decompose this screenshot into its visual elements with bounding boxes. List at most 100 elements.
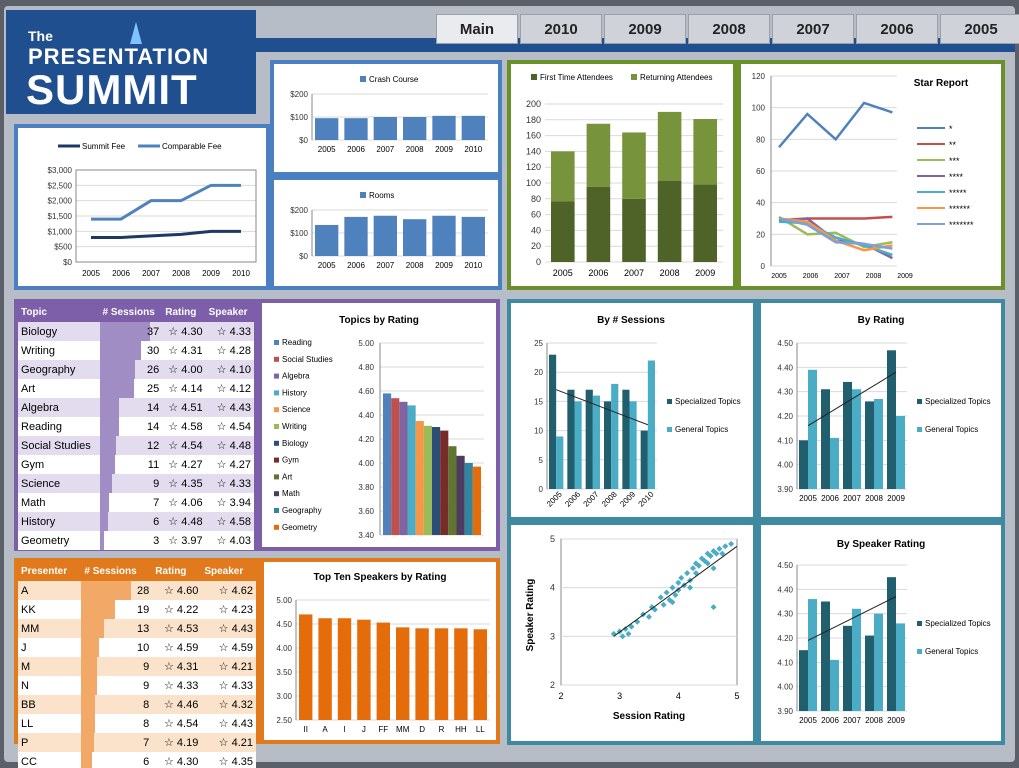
legend-label: *** xyxy=(949,156,960,166)
byspk-specialized-bar xyxy=(887,577,896,711)
bysess-ytick: 10 xyxy=(534,427,543,436)
speaker-bar xyxy=(434,628,449,720)
tab-2005[interactable]: 2005 xyxy=(940,14,1019,44)
tab-main[interactable]: Main xyxy=(436,14,518,44)
crash-xtick: 2008 xyxy=(406,145,424,154)
top-ytick: 5.00 xyxy=(276,596,292,605)
scatter-point xyxy=(722,543,729,550)
legend-swatch xyxy=(274,508,279,513)
tab-2006[interactable]: 2006 xyxy=(856,14,938,44)
table-cell: M xyxy=(21,660,31,673)
byrate-specialized-bar xyxy=(887,350,896,489)
crash-xtick: 2007 xyxy=(376,145,394,154)
table-cell: 13 xyxy=(81,619,153,638)
scatter-point xyxy=(716,545,723,552)
topic-bar xyxy=(391,398,400,535)
table-cell: ☆ 4.27 xyxy=(168,459,203,471)
star-xtick: 2009 xyxy=(897,273,913,280)
bysess-general-bar xyxy=(574,401,582,489)
byspk-ytick: 4.00 xyxy=(777,683,793,692)
att-xtick: 2007 xyxy=(624,268,644,278)
table-cell: ☆ 4.30 xyxy=(168,326,203,338)
scatter-point xyxy=(704,560,711,567)
scatter-point xyxy=(692,570,699,577)
topics-by-rating-chart: Topics by Rating 5.00 4.80 4.60 4.40 4.20 4.00… xyxy=(274,315,484,540)
legend-label: Social Studies xyxy=(282,355,333,364)
speaker-bar xyxy=(337,618,352,720)
bysess-specialized-bar xyxy=(567,389,575,489)
scatter-xtick: 2 xyxy=(558,691,563,701)
table-header: Topic # Sessions Rating Speaker xyxy=(18,303,254,322)
legend-label: Reading xyxy=(282,338,312,347)
rooms-xtick: 2007 xyxy=(376,261,394,270)
legend-swatch xyxy=(274,407,279,413)
star-xtick: 2005 xyxy=(771,273,787,280)
table-row: Geography 26 ☆ 4.00 ☆ 4.10 xyxy=(18,360,254,379)
legend-label: ****** xyxy=(949,204,971,214)
topics-ytick: 4.40 xyxy=(358,411,374,420)
fees-ytick: $2,500 xyxy=(48,181,73,190)
byspk-ytick: 4.50 xyxy=(777,561,793,570)
first-time-bar xyxy=(622,198,646,262)
byspk-xtick: 2007 xyxy=(843,716,861,725)
table-cell: ☆ 4.43 xyxy=(218,718,253,730)
star-series-line xyxy=(778,217,893,252)
fees-xtick: 2009 xyxy=(202,269,220,278)
scatter-point xyxy=(678,574,685,581)
scatter-point xyxy=(707,553,714,560)
table-cell: 14 xyxy=(99,417,163,436)
bysess-specialized-bar xyxy=(604,401,612,489)
plot-area xyxy=(75,169,257,263)
rooms-ytick: $100 xyxy=(290,229,308,238)
topic-bar xyxy=(440,430,449,535)
logo: The PRESENTATION SUMMIT xyxy=(6,10,256,114)
column-header: # Sessions xyxy=(84,566,137,577)
byspk-specialized-bar xyxy=(843,625,852,711)
rooms-ytick: $0 xyxy=(299,252,308,261)
byrate-ytick: 4.40 xyxy=(777,363,793,372)
legend-label: Math xyxy=(282,489,300,498)
table-cell: 9 xyxy=(99,474,163,493)
bysess-specialized-bar xyxy=(640,430,648,489)
topic-bar xyxy=(432,427,441,535)
table-cell: ☆ 4.30 xyxy=(164,756,199,768)
attendees-panel: First Time Attendees Returning Attendees 2… xyxy=(507,60,737,290)
table-cell: 28 xyxy=(81,581,153,600)
byrate-specialized-bar xyxy=(821,389,830,489)
table-cell: ☆ 4.31 xyxy=(168,345,203,357)
table-row: Writing 30 ☆ 4.31 ☆ 4.28 xyxy=(18,341,254,360)
logo-the: The xyxy=(28,28,53,44)
bysess-ytick: 0 xyxy=(539,485,544,494)
table-cell: 3 xyxy=(99,531,163,550)
scatter-point xyxy=(675,579,682,586)
top-ytick: 2.50 xyxy=(276,716,292,725)
star-ytick: 80 xyxy=(756,135,765,144)
byrate-ytick: 4.20 xyxy=(777,412,793,421)
legend-label: **** xyxy=(949,172,964,182)
table-cell: ☆ 4.19 xyxy=(164,737,199,749)
scatter-point xyxy=(690,565,696,572)
tab-2010[interactable]: 2010 xyxy=(520,14,602,44)
bysess-xtick: 2009 xyxy=(618,489,637,508)
topic-bar xyxy=(456,455,465,535)
scatter-point xyxy=(695,562,702,569)
fees-ytick: $2,000 xyxy=(48,197,73,206)
tab-2009[interactable]: 2009 xyxy=(604,14,686,44)
bysess-trendline xyxy=(555,389,649,426)
table-cell: ☆ 4.59 xyxy=(164,642,199,654)
bysess-specialized-bar xyxy=(585,389,593,489)
returning-bar xyxy=(551,151,575,202)
topic-bar xyxy=(383,393,392,535)
table-header: Presenter # Sessions Rating Speaker xyxy=(18,562,256,581)
fees-xtick: 2008 xyxy=(172,269,190,278)
bysess-xtick: 2007 xyxy=(582,489,601,508)
byrate-xtick: 2009 xyxy=(887,494,905,503)
topics-ytick: 3.60 xyxy=(358,507,374,516)
column-header: Rating xyxy=(165,307,197,318)
speaker-bar xyxy=(299,614,313,720)
tab-2007[interactable]: 2007 xyxy=(772,14,854,44)
star-ytick: 60 xyxy=(756,167,765,176)
top-title: Top Ten Speakers by Rating xyxy=(314,572,447,583)
rooms-xtick: 2009 xyxy=(435,261,453,270)
tab-2008[interactable]: 2008 xyxy=(688,14,770,44)
